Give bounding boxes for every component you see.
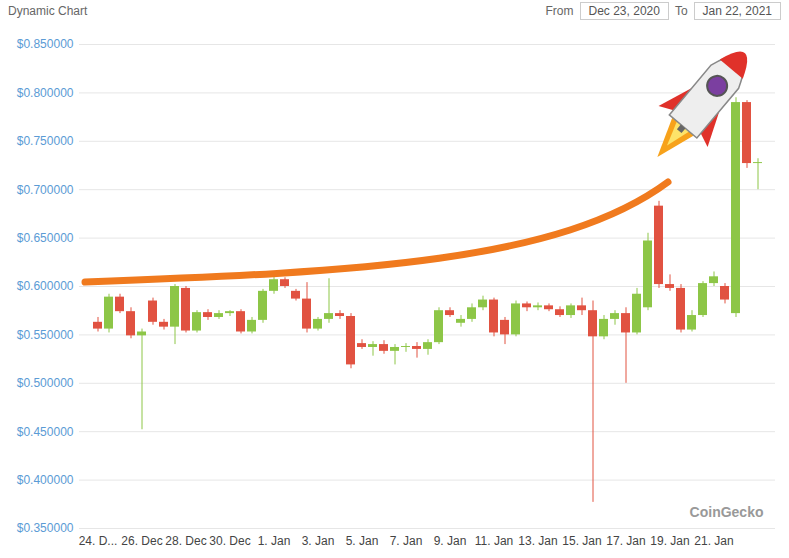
svg-text:9. Jan: 9. Jan xyxy=(434,534,467,548)
html-text:To: To xyxy=(674,4,688,18)
svg-text:$0.500000: $0.500000 xyxy=(17,376,74,390)
svg-text:$0.700000: $0.700000 xyxy=(17,183,74,197)
svg-text:$0.550000: $0.550000 xyxy=(17,328,74,342)
svg-text:3. Jan: 3. Jan xyxy=(302,534,335,548)
svg-text:$0.450000: $0.450000 xyxy=(17,425,74,439)
svg-text:$0.400000: $0.400000 xyxy=(17,473,74,487)
svg-text:CoinGecko: CoinGecko xyxy=(690,504,764,520)
svg-text:$0.750000: $0.750000 xyxy=(17,134,74,148)
html-text:From: From xyxy=(545,4,574,18)
html-text:Dynamic Chart: Dynamic Chart xyxy=(8,4,88,18)
svg-text:11. Jan: 11. Jan xyxy=(475,534,513,548)
svg-text:$0.850000: $0.850000 xyxy=(17,37,74,51)
svg-text:30. Dec: 30. Dec xyxy=(209,534,250,548)
svg-text:5. Jan: 5. Jan xyxy=(346,534,379,548)
svg-text:$0.600000: $0.600000 xyxy=(17,279,74,293)
svg-text:24. D...: 24. D... xyxy=(79,534,118,548)
html-text:Jan 22, 2021: Jan 22, 2021 xyxy=(702,4,772,18)
svg-text:17. Jan: 17. Jan xyxy=(606,534,645,548)
svg-text:$0.350000: $0.350000 xyxy=(17,521,74,535)
svg-text:15. Jan: 15. Jan xyxy=(562,534,601,548)
svg-text:13. Jan: 13. Jan xyxy=(518,534,557,548)
svg-text:26. Dec: 26. Dec xyxy=(121,534,162,548)
svg-text:1. Jan: 1. Jan xyxy=(258,534,291,548)
svg-text:$0.650000: $0.650000 xyxy=(17,231,74,245)
svg-text:19. Jan: 19. Jan xyxy=(650,534,689,548)
svg-text:$0.800000: $0.800000 xyxy=(17,86,74,100)
html-text:Dec 23, 2020: Dec 23, 2020 xyxy=(588,4,660,18)
svg-text:21. Jan: 21. Jan xyxy=(694,534,733,548)
svg-text:7. Jan: 7. Jan xyxy=(390,534,423,548)
svg-text:28. Dec: 28. Dec xyxy=(165,534,206,548)
